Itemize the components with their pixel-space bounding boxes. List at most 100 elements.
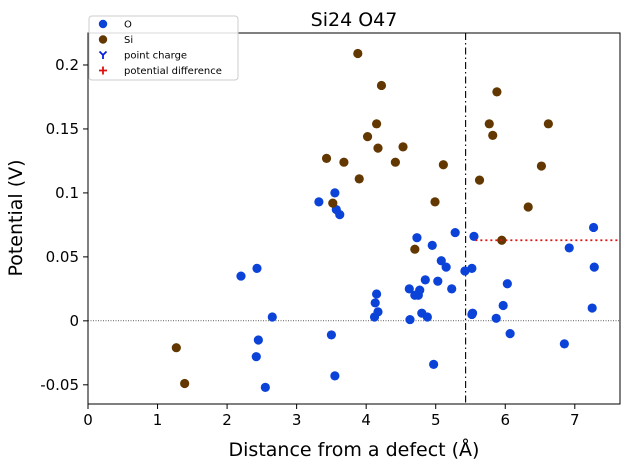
data-point-si xyxy=(410,244,420,254)
legend-item-point-charge: point charge xyxy=(98,50,187,62)
data-point-si xyxy=(484,119,494,129)
data-point-o xyxy=(420,275,430,285)
y-tick-label: 0.2 xyxy=(55,56,79,74)
y-tick-label: 0 xyxy=(69,312,79,330)
data-point-o xyxy=(588,222,599,233)
data-point-o xyxy=(427,240,437,250)
y-tick-label: 0.15 xyxy=(46,120,79,138)
legend-marker-circle xyxy=(98,19,108,29)
legend-box xyxy=(88,15,239,81)
data-point-o xyxy=(251,352,261,362)
legend-marker-circle xyxy=(98,35,108,44)
data-point-o xyxy=(330,188,340,198)
data-point-o xyxy=(314,197,324,207)
data-point-si xyxy=(372,119,382,129)
data-point-si xyxy=(390,157,400,167)
data-point-o xyxy=(498,300,508,311)
data-point-o xyxy=(450,227,460,238)
data-point-si xyxy=(492,87,502,97)
y-tick-label: 0.1 xyxy=(55,184,79,202)
chart-title: Si24 O47 xyxy=(311,9,398,31)
data-point-o xyxy=(559,339,569,349)
data-point-si xyxy=(488,130,498,140)
data-point-o xyxy=(267,312,277,322)
y-tick-label: 0.05 xyxy=(46,248,79,266)
y-axis: -0.05 0 0.05 0.1 0.15 0.2 xyxy=(40,56,88,394)
data-point-o xyxy=(502,279,512,289)
legend-item-O: O xyxy=(98,19,132,31)
legend-item-Si: Si xyxy=(98,35,133,46)
x-tick-label: 6 xyxy=(500,411,510,429)
plot-frame xyxy=(87,32,621,405)
x-tick-label: 2 xyxy=(222,411,232,429)
series-o xyxy=(236,188,599,392)
x-tick-label: 4 xyxy=(361,411,371,429)
data-point-o xyxy=(441,262,451,272)
x-tick-label: 7 xyxy=(570,411,580,429)
x-axis-title: Distance from a defect (Å) xyxy=(229,438,480,461)
data-point-o xyxy=(433,276,443,286)
data-point-o xyxy=(370,298,380,308)
data-point-o xyxy=(253,335,263,345)
data-point-o xyxy=(422,312,432,322)
marks-layer xyxy=(88,33,620,404)
data-point-si xyxy=(523,202,533,212)
legend-item-potential-difference: potential difference xyxy=(99,66,222,77)
data-point-o xyxy=(405,314,415,325)
data-point-o xyxy=(460,266,470,276)
x-tick-label: 5 xyxy=(431,411,441,429)
legend-items: O Si point charge potential difference xyxy=(98,19,222,77)
data-point-si xyxy=(328,198,338,208)
data-point-si xyxy=(373,143,383,153)
data-point-o xyxy=(467,308,478,318)
plot-area xyxy=(87,32,621,405)
x-tick-label: 3 xyxy=(292,411,302,429)
data-point-si xyxy=(543,119,553,129)
data-point-si xyxy=(376,80,387,91)
series-si xyxy=(171,48,553,389)
data-point-o xyxy=(415,285,425,295)
legend-label: potential difference xyxy=(124,66,222,77)
legend-marker-plus xyxy=(99,66,107,75)
legend-label: point charge xyxy=(124,51,187,62)
legend-label: Si xyxy=(124,35,133,46)
data-point-o xyxy=(260,382,270,392)
data-point-o xyxy=(491,313,501,323)
data-point-o xyxy=(252,263,262,273)
y-tick-label: -0.05 xyxy=(40,376,79,394)
data-point-si xyxy=(438,160,448,170)
data-point-o xyxy=(330,371,340,381)
data-point-o xyxy=(335,210,345,220)
x-tick-label: 1 xyxy=(153,411,163,429)
data-point-si xyxy=(474,175,485,185)
data-point-si xyxy=(536,161,547,171)
data-point-si xyxy=(339,157,349,167)
data-point-si xyxy=(321,153,332,163)
data-point-si xyxy=(430,197,440,207)
data-point-si xyxy=(362,132,373,142)
x-axis: 0 1 2 3 4 5 6 7 xyxy=(83,404,580,429)
legend-label: O xyxy=(124,20,132,31)
data-point-o xyxy=(373,307,383,317)
data-point-o xyxy=(589,262,599,272)
data-point-o xyxy=(429,359,439,369)
y-axis-title: Potential (V) xyxy=(5,159,27,276)
data-point-si xyxy=(180,378,190,389)
data-point-o xyxy=(564,243,574,253)
data-point-o xyxy=(447,284,457,294)
data-point-si xyxy=(353,48,363,59)
data-point-o xyxy=(467,263,477,273)
data-point-o xyxy=(326,330,336,340)
data-point-o xyxy=(505,329,515,339)
x-tick-label: 0 xyxy=(83,411,93,429)
legend: O Si point charge potential difference xyxy=(88,15,239,81)
data-point-o xyxy=(412,233,422,243)
data-point-o xyxy=(436,256,446,266)
data-point-o xyxy=(372,289,382,299)
data-point-si xyxy=(171,343,181,353)
data-point-o xyxy=(236,271,246,281)
data-point-si xyxy=(398,142,408,152)
legend-marker-tri xyxy=(98,50,108,59)
data-point-si xyxy=(354,174,364,184)
data-point-o xyxy=(587,303,597,313)
